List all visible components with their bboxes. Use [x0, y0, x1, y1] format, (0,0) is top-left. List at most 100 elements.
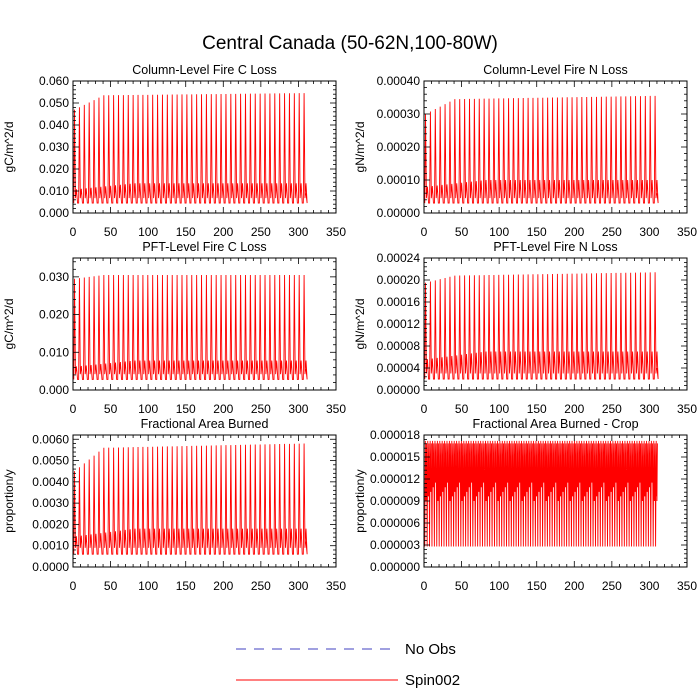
y-axis-label: gC/m^2/d	[2, 122, 16, 173]
x-tick-label: 100	[138, 225, 158, 239]
chart-panel-6: 0 50 100 150 200 250 300 350 0.000000 0.000003 0.0…	[353, 417, 697, 593]
y-tick-label: 0.00004	[377, 361, 421, 375]
x-tick-label: 250	[602, 225, 622, 239]
x-tick-label: 0	[70, 579, 77, 593]
x-tick-label: 250	[251, 579, 271, 593]
y-tick-label: 0.000018	[370, 428, 420, 442]
x-tick-label: 150	[176, 579, 196, 593]
x-tick-label: 250	[251, 402, 271, 416]
y-tick-label: 0.020	[39, 162, 69, 176]
legend-label-spin002: Spin002	[405, 672, 460, 689]
series-line-spin002	[424, 95, 659, 204]
x-tick-label: 300	[288, 225, 308, 239]
y-tick-label: 0.00000	[377, 206, 421, 220]
series-line-spin002	[73, 274, 308, 380]
x-tick-label: 150	[527, 402, 547, 416]
x-tick-label: 50	[104, 225, 118, 239]
plot-frame	[72, 257, 337, 391]
chart-panel-5: 0 50 100 150 200 250 300 350 0.0000 0.0010 0.0020 0…	[2, 417, 346, 593]
y-tick-label: 0.00010	[377, 173, 421, 187]
y-tick-label: 0.000012	[370, 472, 420, 486]
y-tick-label: 0.030	[39, 140, 69, 154]
x-tick-label: 0	[421, 579, 428, 593]
y-tick-label: 0.0050	[32, 454, 69, 468]
x-tick-label: 250	[251, 225, 271, 239]
legend: No Obs Spin002	[236, 641, 460, 689]
panel-title: Column-Level Fire N Loss	[483, 63, 628, 77]
y-tick-label: 0.040	[39, 118, 69, 132]
x-tick-label: 50	[104, 402, 118, 416]
y-tick-label: 0.010	[39, 184, 69, 198]
panel-title: PFT-Level Fire N Loss	[493, 240, 617, 254]
x-tick-label: 50	[455, 579, 469, 593]
y-tick-label: 0.0040	[32, 475, 69, 489]
y-tick-label: 0.020	[39, 308, 69, 322]
y-axis-label: gN/m^2/d	[353, 122, 367, 173]
y-axis-label: gN/m^2/d	[353, 299, 367, 350]
y-tick-label: 0.000000	[370, 560, 420, 574]
x-tick-label: 100	[489, 579, 509, 593]
x-tick-label: 100	[138, 579, 158, 593]
x-tick-label: 150	[527, 225, 547, 239]
chart-panels: 0 50 100 150 200 250 300 350 0.000 0.010 0.020 0.03…	[2, 63, 697, 593]
y-tick-label: 0.050	[39, 96, 69, 110]
x-tick-label: 350	[326, 402, 346, 416]
chart-panel-3: 0 50 100 150 200 250 300 350 0.000 0.010 0.020 0.03…	[2, 240, 346, 416]
x-tick-label: 150	[527, 579, 547, 593]
y-tick-label: 0.00024	[377, 251, 421, 265]
x-tick-label: 300	[288, 402, 308, 416]
chart-panel-1: 0 50 100 150 200 250 300 350 0.000 0.010 0.020 0.03…	[2, 63, 346, 239]
series-line-spin002	[424, 272, 659, 380]
x-tick-label: 350	[677, 225, 697, 239]
y-tick-label: 0.00020	[377, 273, 421, 287]
x-tick-label: 350	[326, 579, 346, 593]
y-tick-label: 0.0060	[32, 432, 69, 446]
series-line-spin002	[73, 93, 308, 204]
x-tick-label: 300	[288, 579, 308, 593]
x-tick-label: 0	[421, 225, 428, 239]
y-tick-label: 0.060	[39, 74, 69, 88]
x-tick-label: 350	[677, 579, 697, 593]
x-tick-label: 150	[176, 402, 196, 416]
x-tick-label: 50	[104, 579, 118, 593]
x-tick-label: 0	[421, 402, 428, 416]
y-axis-label: proportion/y	[2, 469, 16, 532]
y-tick-label: 0.0030	[32, 496, 69, 510]
y-tick-label: 0.00000	[377, 383, 421, 397]
y-tick-label: 0.00016	[377, 295, 421, 309]
y-axis-label: proportion/y	[353, 469, 367, 532]
x-tick-label: 300	[639, 402, 659, 416]
y-tick-label: 0.000003	[370, 538, 420, 552]
y-tick-label: 0.00040	[377, 74, 421, 88]
x-tick-label: 100	[489, 225, 509, 239]
x-tick-label: 50	[455, 402, 469, 416]
x-tick-label: 200	[564, 402, 584, 416]
panel-title: PFT-Level Fire C Loss	[142, 240, 266, 254]
panel-title: Fractional Area Burned - Crop	[472, 417, 638, 431]
y-tick-label: 0.000009	[370, 494, 420, 508]
x-tick-label: 50	[455, 225, 469, 239]
x-tick-label: 350	[677, 402, 697, 416]
x-tick-label: 300	[639, 579, 659, 593]
x-tick-label: 250	[602, 579, 622, 593]
y-tick-label: 0.000	[39, 206, 69, 220]
x-tick-label: 200	[213, 225, 233, 239]
x-tick-label: 0	[70, 225, 77, 239]
chart-panel-2: 0 50 100 150 200 250 300 350 0.00000 0.00010 0.000…	[353, 63, 697, 239]
y-tick-label: 0.0020	[32, 517, 69, 531]
figure-title: Central Canada (50-62N,100-80W)	[202, 33, 498, 54]
x-tick-label: 100	[138, 402, 158, 416]
panel-title: Column-Level Fire C Loss	[132, 63, 277, 77]
y-tick-label: 0.000015	[370, 450, 420, 464]
y-tick-label: 0.00012	[377, 317, 421, 331]
x-tick-label: 200	[564, 579, 584, 593]
y-tick-label: 0.000	[39, 383, 69, 397]
y-axis-label: gC/m^2/d	[2, 299, 16, 350]
x-tick-label: 0	[70, 402, 77, 416]
chart-panel-4: 0 50 100 150 200 250 300 350 0.00000 0.00004 0.000…	[353, 240, 697, 416]
y-tick-label: 0.0000	[32, 560, 69, 574]
y-tick-label: 0.00008	[377, 339, 421, 353]
series-line-spin002	[73, 443, 308, 555]
x-tick-label: 300	[639, 225, 659, 239]
